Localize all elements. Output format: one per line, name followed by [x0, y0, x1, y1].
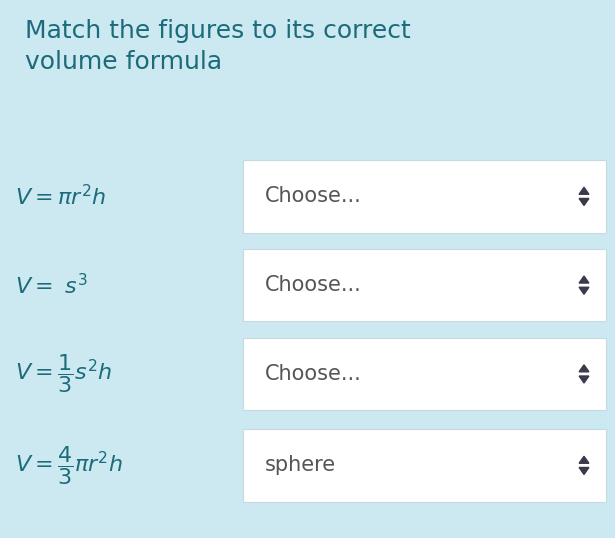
- Text: $V=\pi r^2h$: $V=\pi r^2h$: [15, 184, 106, 209]
- Bar: [243, 331, 606, 338]
- Bar: [243, 249, 606, 322]
- Text: $V=\dfrac{4}{3}\pi r^2h$: $V=\dfrac{4}{3}\pi r^2h$: [15, 444, 124, 487]
- Text: Choose...: Choose...: [264, 186, 362, 207]
- Text: $V = \dfrac{1}{3}s^2h$: $V = \dfrac{1}{3}s^2h$: [15, 352, 113, 395]
- Text: Match the figures to its correct
volume formula: Match the figures to its correct volume …: [25, 19, 410, 74]
- Polygon shape: [579, 468, 589, 475]
- Polygon shape: [579, 456, 589, 463]
- Polygon shape: [579, 376, 589, 383]
- Text: $V=\ s^3$: $V=\ s^3$: [15, 273, 88, 298]
- Bar: [243, 338, 606, 410]
- Polygon shape: [579, 199, 589, 206]
- Bar: [243, 160, 606, 232]
- Text: sphere: sphere: [264, 455, 336, 476]
- Polygon shape: [579, 276, 589, 283]
- Text: Choose...: Choose...: [264, 364, 362, 384]
- Text: Choose...: Choose...: [264, 275, 362, 295]
- Polygon shape: [579, 187, 589, 194]
- Polygon shape: [579, 287, 589, 294]
- Polygon shape: [579, 365, 589, 372]
- Bar: [243, 429, 606, 501]
- Bar: [243, 242, 606, 249]
- Bar: [243, 423, 606, 429]
